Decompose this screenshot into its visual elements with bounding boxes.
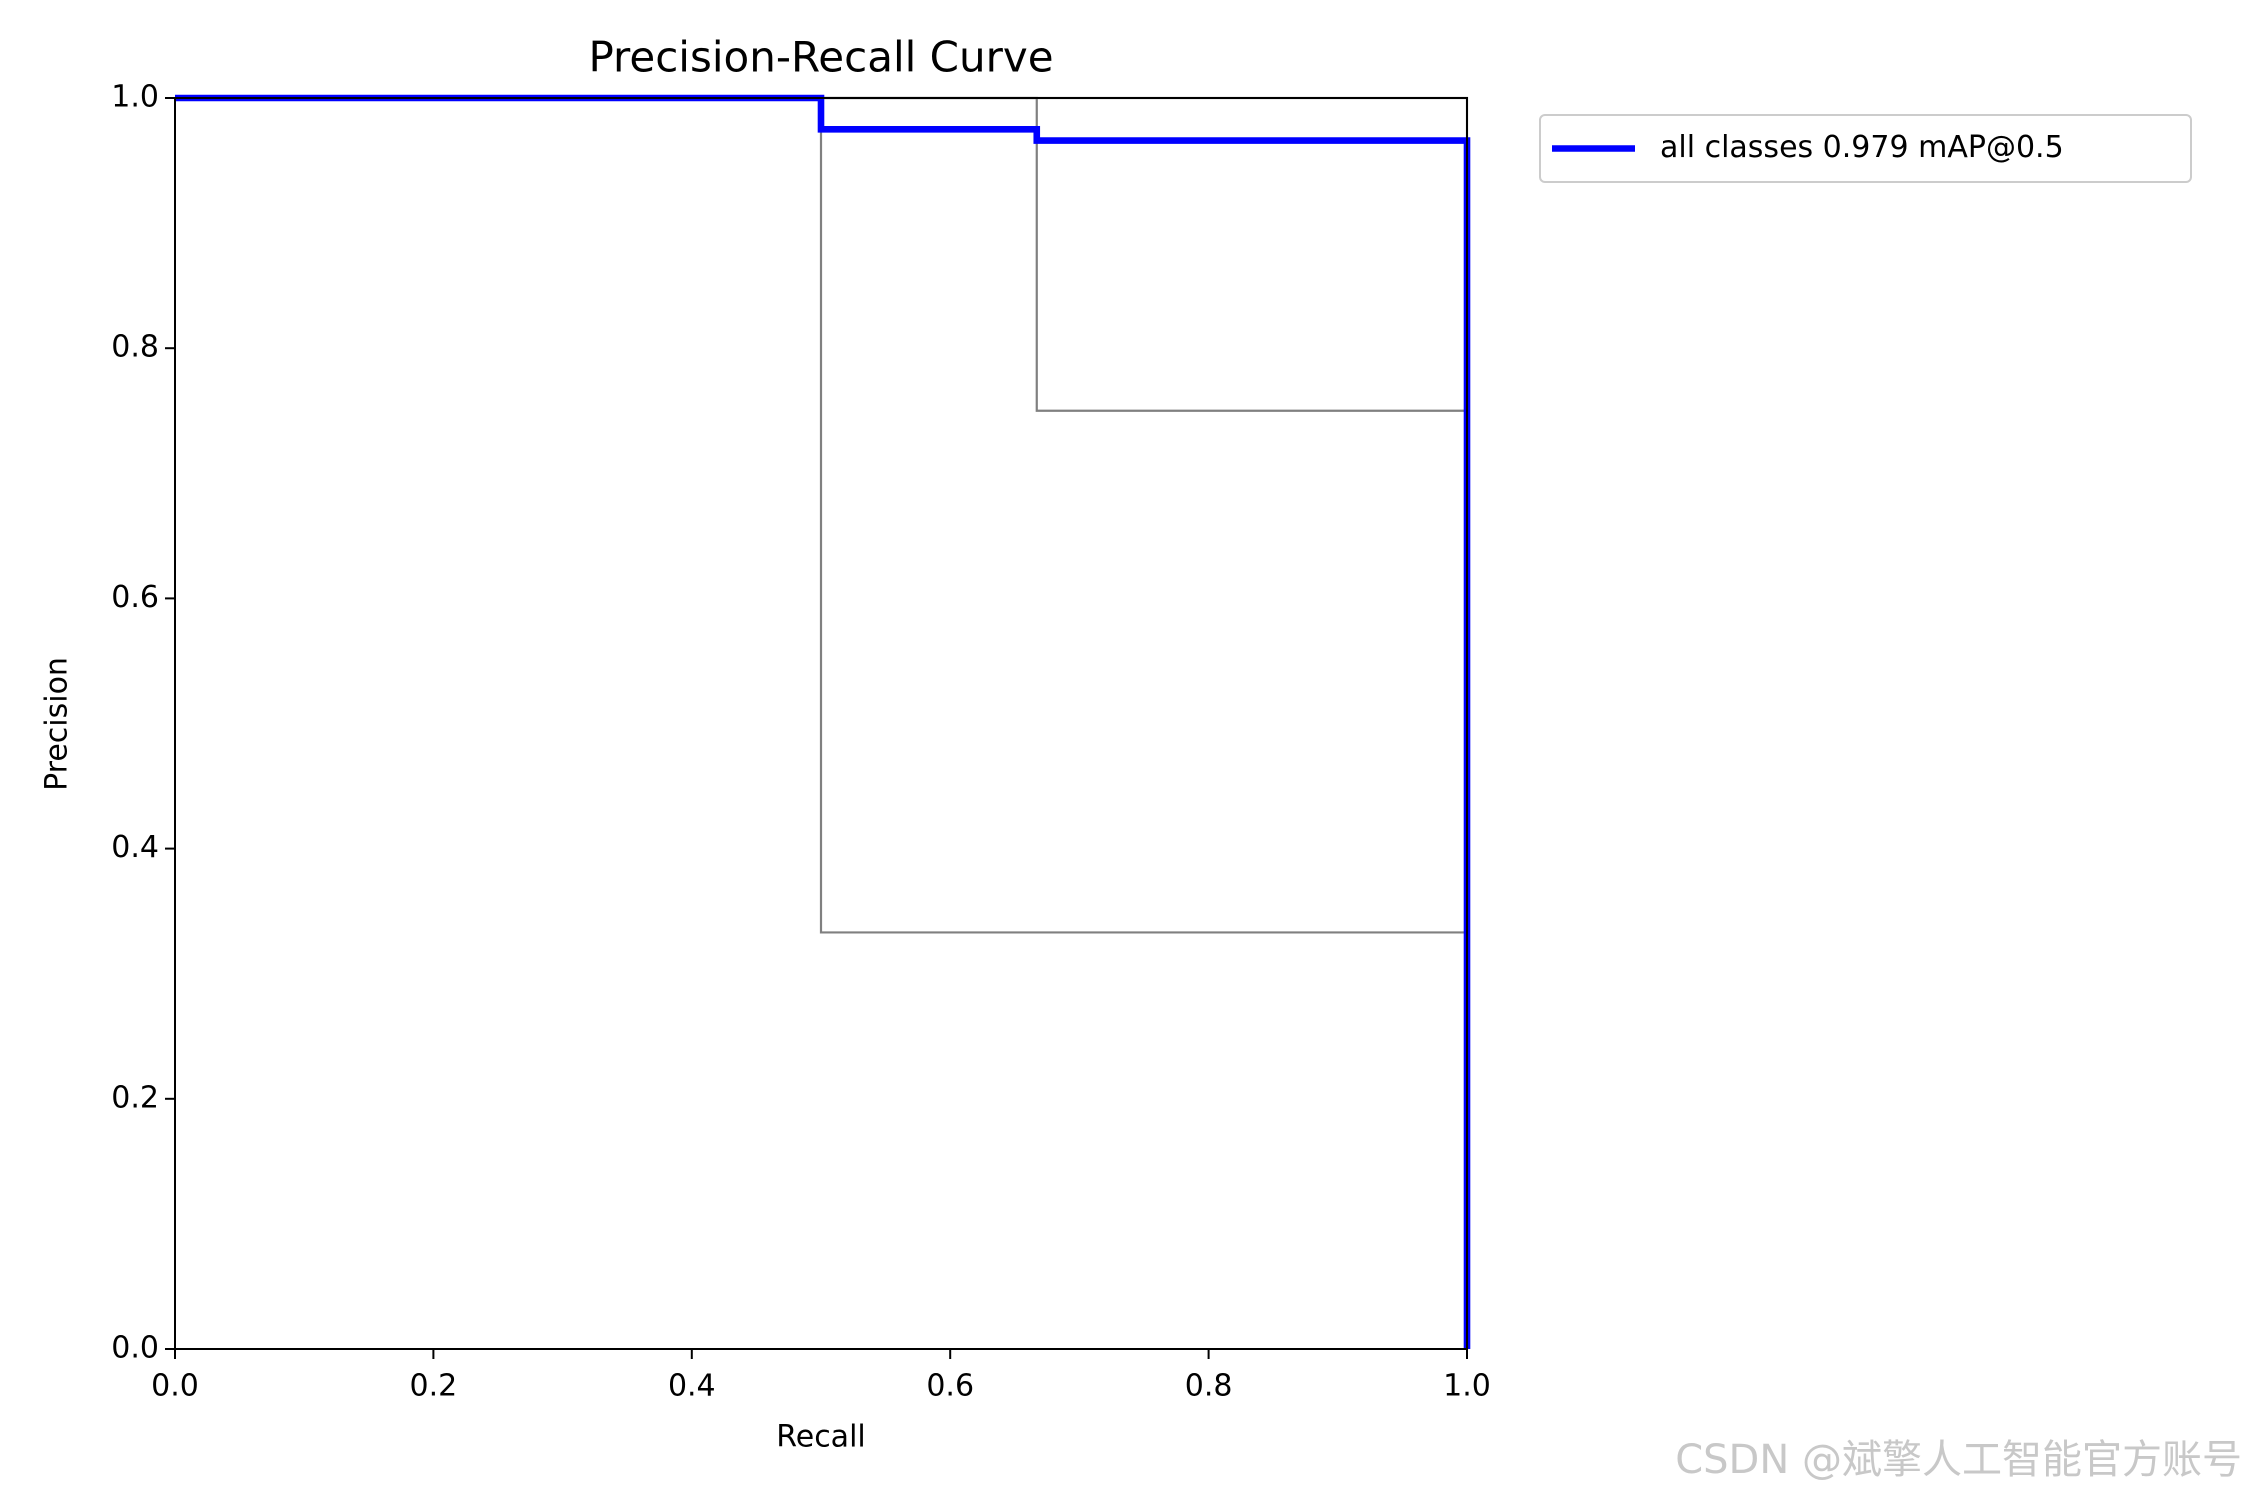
y-tick-label: 1.0: [111, 80, 159, 115]
chart-title: Precision-Recall Curve: [588, 33, 1053, 82]
y-tick-label: 0.0: [111, 1331, 159, 1366]
x-tick-label: 0.4: [668, 1369, 716, 1404]
x-axis-label: Recall: [776, 1420, 866, 1455]
x-tick-label: 0.2: [410, 1369, 458, 1404]
watermark: CSDN @斌擎人工智能官方账号: [1675, 1437, 2242, 1483]
plot-frame: [174, 97, 1468, 1350]
x-tick-label: 0.0: [151, 1369, 199, 1404]
y-axis-label: Precision: [40, 657, 75, 791]
x-tick-label: 0.8: [1185, 1369, 1233, 1404]
y-tick-label: 0.8: [111, 330, 159, 365]
pr-curve: [175, 96, 1469, 1349]
legend-box: [1539, 114, 2192, 183]
y-tick-label: 0.2: [111, 1080, 159, 1115]
x-tick-label: 0.6: [926, 1369, 974, 1404]
x-tick-label: 1.0: [1443, 1369, 1491, 1404]
legend-label: all classes 0.979 mAP@0.5: [1660, 130, 2064, 165]
y-tick-label: 0.4: [111, 830, 159, 865]
y-tick-label: 0.6: [111, 580, 159, 615]
